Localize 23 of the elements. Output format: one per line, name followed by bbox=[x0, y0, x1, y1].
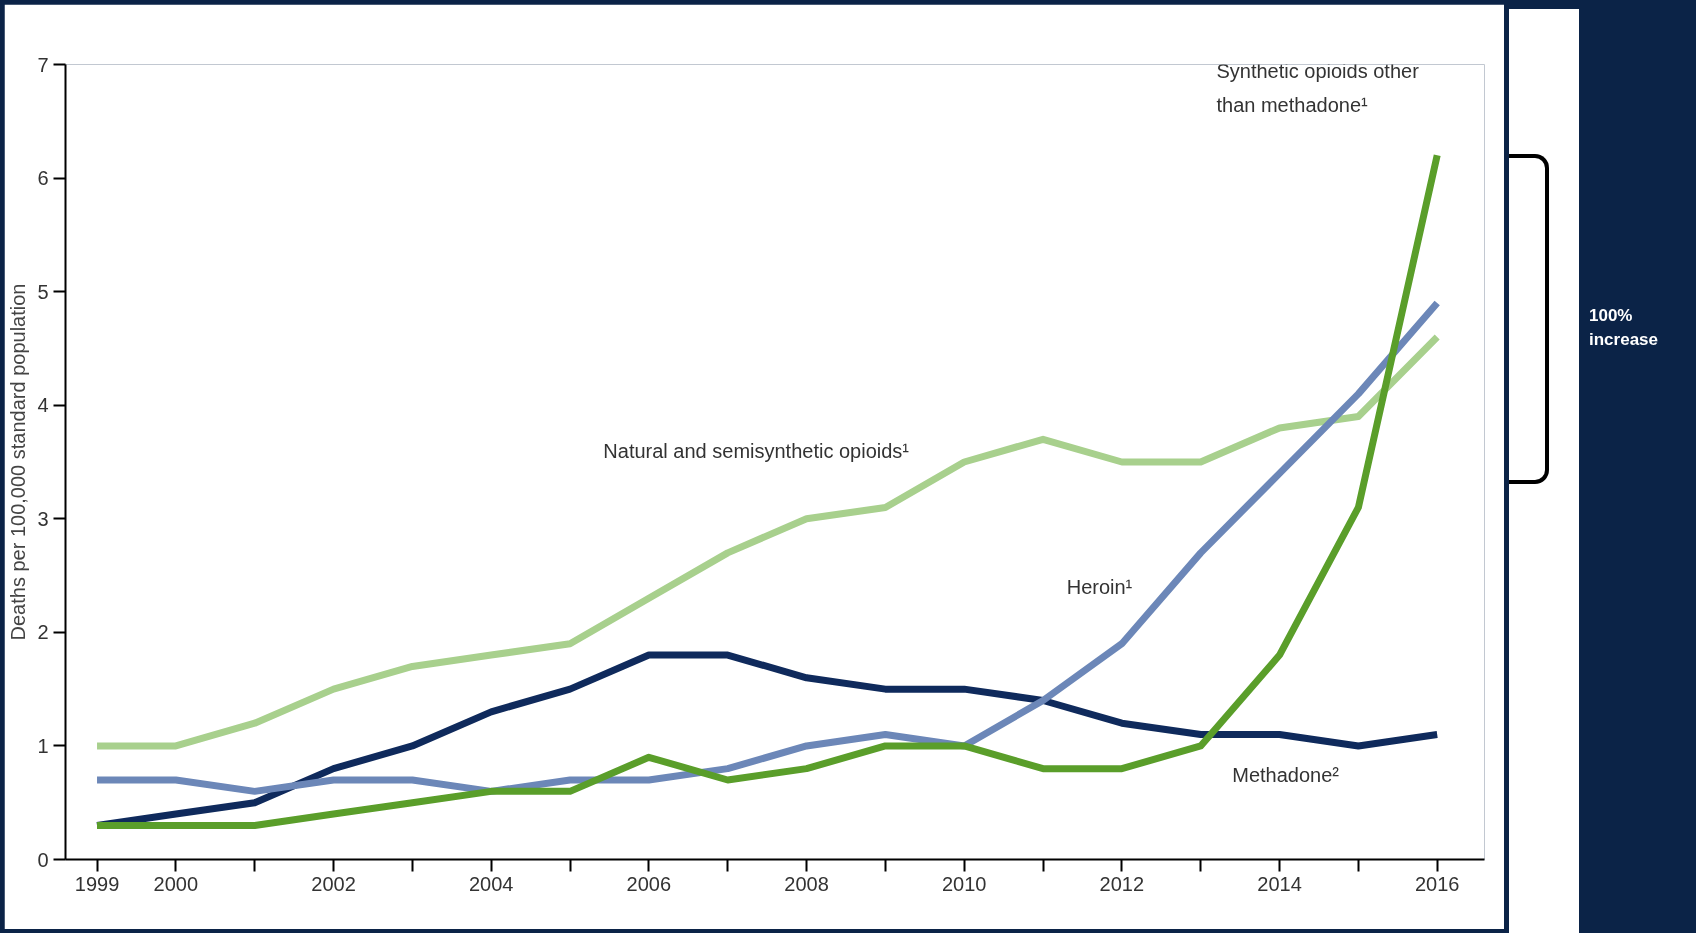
x-tick-label: 2010 bbox=[941, 872, 987, 895]
y-tick-label: 3 bbox=[37, 507, 49, 530]
x-tick-label: 1999 bbox=[74, 872, 120, 895]
y-axis-title: Deaths per 100,000 standard population bbox=[7, 283, 30, 641]
x-tick-label: 2006 bbox=[626, 872, 672, 895]
y-tick-label: 1 bbox=[37, 734, 49, 757]
series-label: Methadone² bbox=[1232, 763, 1340, 786]
x-tick-label: 2008 bbox=[784, 872, 829, 895]
x-tick-label: 2016 bbox=[1414, 872, 1460, 895]
text: 100% increase bbox=[1589, 305, 1659, 352]
x-tick-label: 2014 bbox=[1257, 872, 1302, 895]
y-tick-label: 4 bbox=[37, 394, 49, 417]
x-tick-label: 2012 bbox=[1099, 872, 1145, 895]
y-tick-label: 5 bbox=[37, 280, 49, 303]
series-label: Heroin¹ bbox=[1066, 576, 1133, 599]
series-label: Natural and semisynthetic opioids¹ bbox=[603, 440, 910, 462]
x-tick-label: 2000 bbox=[153, 872, 199, 895]
x-tick-label: 2002 bbox=[311, 872, 356, 895]
y-tick-label: 7 bbox=[37, 53, 49, 76]
y-tick-label: 0 bbox=[37, 848, 49, 871]
x-tick-label: 2004 bbox=[468, 872, 514, 895]
y-tick-label: 6 bbox=[37, 167, 49, 190]
y-tick-label: 2 bbox=[37, 621, 49, 644]
